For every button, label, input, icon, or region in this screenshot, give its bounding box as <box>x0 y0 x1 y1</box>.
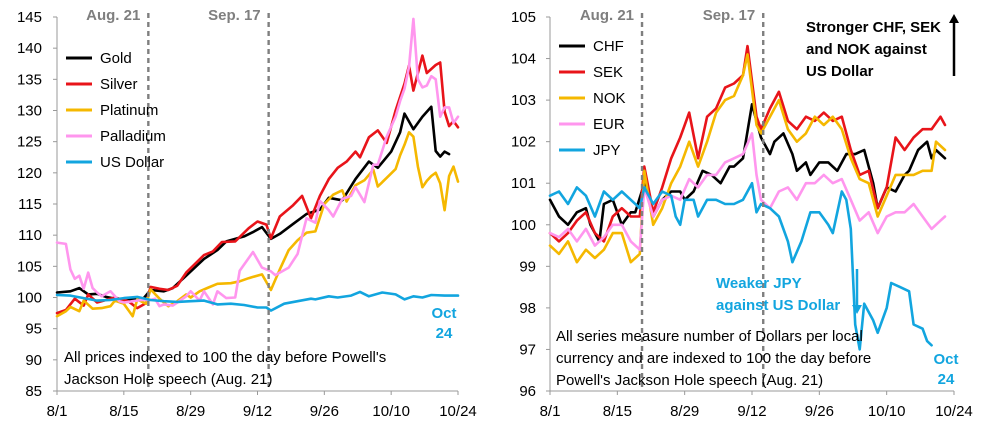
series-line-sek <box>548 44 947 243</box>
x-tick-label: 10/24 <box>439 403 477 420</box>
arrow-down-icon <box>852 305 862 314</box>
x-tick-label: 8/1 <box>540 403 561 420</box>
y-tick-label: 102 <box>511 134 536 151</box>
event-label: Aug. 21 <box>86 7 140 24</box>
y-tick-label: 96 <box>519 383 536 400</box>
end-date-label: 24 <box>436 325 453 342</box>
x-tick-label: 9/26 <box>310 403 339 420</box>
x-tick-label: 10/10 <box>372 403 410 420</box>
event-label: Sep. 17 <box>208 7 261 24</box>
y-tick-label: 100 <box>17 290 42 307</box>
y-tick-label: 85 <box>25 383 42 400</box>
note-text: All series measure number of Dollars per… <box>556 328 863 345</box>
y-tick-label: 135 <box>17 71 42 88</box>
annotation-stronger: Stronger CHF, SEK <box>806 19 941 36</box>
y-tick-label: 130 <box>17 103 42 120</box>
note-text: Powell's Jackson Hole speech (Aug. 21) <box>556 372 823 389</box>
series-line-nok <box>548 53 947 264</box>
x-tick-label: 8/15 <box>603 403 632 420</box>
annotation-weaker: Weaker JPY <box>716 275 802 292</box>
legend-label: JPY <box>593 142 621 159</box>
event-label: Aug. 21 <box>580 7 634 24</box>
series-line-jpy <box>548 181 933 351</box>
annotation-stronger: US Dollar <box>806 63 874 80</box>
annotation-stronger: and NOK against <box>806 41 927 58</box>
x-tick-label: 8/15 <box>109 403 138 420</box>
legend-label: NOK <box>593 90 626 107</box>
note-text: Jackson Hole speech (Aug. 21) <box>64 371 272 388</box>
end-date-label: Oct <box>933 351 958 368</box>
end-date-label: 24 <box>938 371 955 388</box>
chart-right-currencies: 96 97 98 99 100 101 102 103 104 105 8/1 8/15 8/29 9/1… <box>511 7 973 420</box>
x-tick-label: 8/29 <box>670 403 699 420</box>
legend-label: EUR <box>593 116 625 133</box>
y-tick-label: 99 <box>519 258 536 275</box>
y-tick-label: 125 <box>17 134 42 151</box>
legend-label: Palladium <box>100 128 166 145</box>
y-tick-label: 98 <box>519 300 536 317</box>
x-tick-label: 10/10 <box>868 403 906 420</box>
series-line-eur <box>548 132 947 251</box>
legend-label: Silver <box>100 76 138 93</box>
x-tick-label: 9/12 <box>243 403 272 420</box>
y-tick-label: 145 <box>17 9 42 26</box>
series-line-palladium <box>55 17 460 308</box>
legend-label: Gold <box>100 50 132 67</box>
legend-label: Platinum <box>100 102 158 119</box>
chart-left-precious-metals: 85 90 95 100 105 110 115 120 125 130 135 140 145 8/1 8… <box>17 7 477 420</box>
y-tick-label: 140 <box>17 40 42 57</box>
end-date-label: Oct <box>431 305 456 322</box>
series-line-us-dollar <box>55 290 460 312</box>
y-tick-label: 105 <box>17 258 42 275</box>
y-tick-label: 90 <box>25 352 42 369</box>
y-tick-label: 105 <box>511 9 536 26</box>
note-text: currency and are indexed to 100 the day … <box>556 350 871 367</box>
event-label: Sep. 17 <box>703 7 756 24</box>
y-tick-label: 120 <box>17 165 42 182</box>
x-tick-label: 8/1 <box>47 403 68 420</box>
y-tick-label: 95 <box>25 321 42 338</box>
x-tick-label: 8/29 <box>176 403 205 420</box>
series-line-silver <box>55 54 460 315</box>
legend-label: CHF <box>593 38 624 55</box>
series-line-platinum <box>55 131 460 318</box>
legend-label: US Dollar <box>100 154 164 171</box>
x-tick-label: 9/26 <box>805 403 834 420</box>
y-tick-label: 100 <box>511 217 536 234</box>
note-text: All prices indexed to 100 the day before… <box>64 349 386 366</box>
y-tick-label: 101 <box>511 175 536 192</box>
y-tick-label: 110 <box>18 227 42 244</box>
annotation-weaker: against US Dollar <box>716 297 840 314</box>
y-tick-label: 115 <box>18 196 42 213</box>
y-tick-label: 104 <box>511 51 536 68</box>
x-tick-label: 10/24 <box>935 403 973 420</box>
y-tick-label: 97 <box>519 341 536 358</box>
arrow-up-icon <box>949 14 959 23</box>
legend-label: SEK <box>593 64 623 81</box>
x-tick-label: 9/12 <box>737 403 766 420</box>
y-tick-label: 103 <box>511 92 536 109</box>
